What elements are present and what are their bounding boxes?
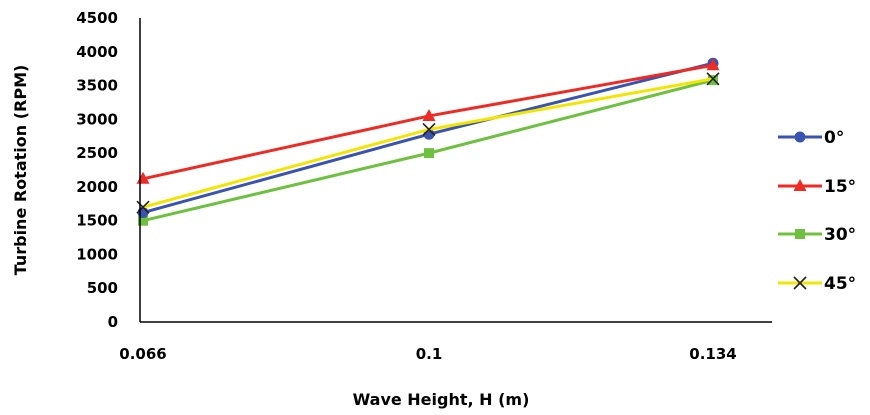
x-axis-title: Wave Height, H (m) — [353, 390, 530, 409]
data-point — [138, 215, 148, 226]
x-tick-label: 0.134 — [689, 345, 736, 363]
data-point — [422, 122, 436, 137]
legend-item: 0° — [778, 128, 844, 148]
y-tick-label: 2500 — [76, 144, 118, 162]
y-tick-label: 500 — [87, 279, 118, 297]
y-axis-title: Turbine Rotation (RPM) — [11, 65, 30, 276]
data-point — [706, 58, 720, 71]
legend-label: 0° — [824, 128, 844, 148]
x-tick-labels: 0.066 0.1 0.134 — [119, 345, 736, 363]
x-tick-label: 0.066 — [119, 345, 166, 363]
series-layer — [136, 57, 720, 226]
data-point — [424, 148, 434, 159]
legend-label: 30° — [824, 225, 856, 245]
y-tick-label: 2000 — [76, 178, 118, 196]
data-point — [136, 200, 150, 214]
series-0 — [137, 57, 719, 219]
legend-label: 45° — [824, 274, 856, 294]
legend-item: 15° — [778, 177, 856, 197]
y-tick-label: 4500 — [76, 9, 118, 27]
data-point — [137, 207, 149, 219]
y-tick-labels: 0 500 1000 1500 2000 2500 3000 3500 4000 4500 — [76, 9, 118, 331]
data-point — [706, 72, 720, 86]
x-tick-label: 0.1 — [416, 345, 443, 363]
y-tick-label: 0 — [108, 313, 118, 331]
data-point — [422, 108, 436, 121]
legend-marker — [795, 229, 805, 239]
series-3 — [136, 72, 720, 214]
legend-marker — [794, 131, 806, 143]
y-tick-label: 3500 — [76, 77, 118, 95]
legend-marker — [793, 276, 807, 290]
legend-marker — [793, 179, 807, 191]
y-tick-label: 3000 — [76, 110, 118, 128]
series-1 — [136, 58, 720, 184]
series-2 — [138, 75, 718, 226]
series-line — [142, 63, 714, 181]
y-tick-label: 1000 — [76, 245, 118, 263]
y-tick-label: 1500 — [76, 212, 118, 230]
legend-item: 30° — [778, 225, 856, 245]
legend-label: 15° — [824, 177, 856, 197]
y-tick-label: 4000 — [76, 43, 118, 61]
legend-item: 45° — [778, 274, 856, 294]
legend: 0° 15° 30° 45° — [778, 128, 856, 294]
